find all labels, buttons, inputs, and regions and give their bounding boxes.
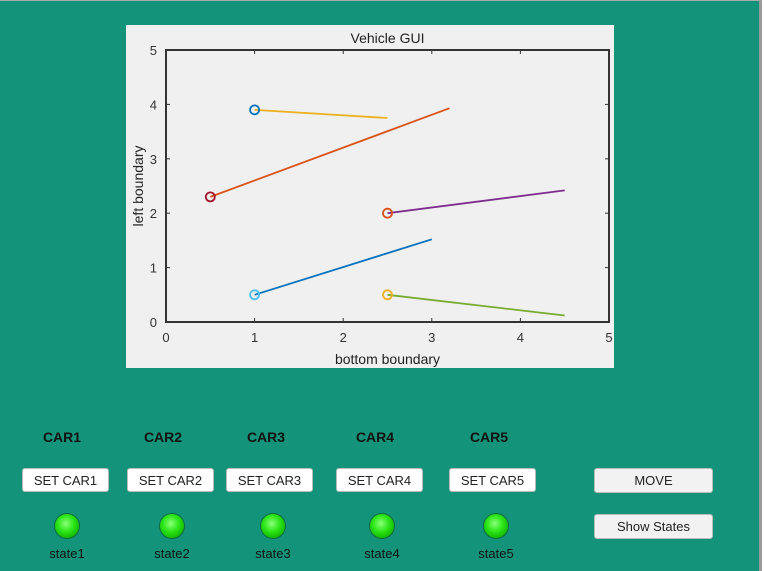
car3-label: CAR3 <box>246 429 286 445</box>
trajectory-line-4 <box>254 238 433 296</box>
car-marker-3 <box>382 207 393 219</box>
car2-label: CAR2 <box>143 429 183 445</box>
show-states-button[interactable]: Show States <box>594 514 713 539</box>
car-marker-1 <box>249 104 261 116</box>
y-tick-label: 2 <box>150 206 157 221</box>
set-car2-button[interactable]: SET CAR2 <box>127 468 214 492</box>
state2-label: state2 <box>154 546 190 561</box>
x-tick-label: 4 <box>517 330 524 345</box>
y-axis-label: left boundary <box>130 146 146 227</box>
trajectory-line-3 <box>387 189 565 215</box>
state5-label: state5 <box>478 546 514 561</box>
car-marker-5 <box>382 289 393 301</box>
move-button[interactable]: MOVE <box>594 468 713 493</box>
x-tick-label: 0 <box>162 330 169 345</box>
state1-label: state1 <box>49 546 85 561</box>
state3-lamp <box>261 514 285 538</box>
plot-panel: 0 1 2 3 4 5 0 1 2 3 4 5 Vehicle GUI bottom boundary le… <box>126 25 614 368</box>
y-tick-label: 3 <box>150 152 157 167</box>
set-car1-button[interactable]: SET CAR1 <box>22 468 109 492</box>
x-tick-label: 1 <box>251 330 258 345</box>
trajectory-line-1 <box>254 108 388 119</box>
y-tick-label: 4 <box>150 97 157 112</box>
axes-box <box>165 49 610 323</box>
set-car4-button[interactable]: SET CAR4 <box>336 468 423 492</box>
x-tick-label: 2 <box>340 330 347 345</box>
state4-lamp <box>370 514 394 538</box>
y-tick-label: 1 <box>150 261 157 276</box>
y-tick-label: 0 <box>150 315 157 330</box>
x-tick-label: 5 <box>605 330 612 345</box>
state2-lamp <box>160 514 184 538</box>
state5-lamp <box>484 514 508 538</box>
car5-label: CAR5 <box>469 429 509 445</box>
car4-label: CAR4 <box>355 429 395 445</box>
y-tick-label: 5 <box>150 43 157 58</box>
x-tick-label: 3 <box>428 330 435 345</box>
car-marker-2 <box>204 191 216 203</box>
set-car3-button[interactable]: SET CAR3 <box>226 468 313 492</box>
car1-label: CAR1 <box>42 429 82 445</box>
state1-lamp <box>55 514 79 538</box>
set-car5-button[interactable]: SET CAR5 <box>449 468 536 492</box>
state4-label: state4 <box>364 546 400 561</box>
car-marker-4 <box>249 289 261 301</box>
chart-title: Vehicle GUI <box>351 30 425 46</box>
vehicle-plot: 0 1 2 3 4 5 0 1 2 3 4 5 Vehicle GUI bottom boundary le… <box>130 30 613 367</box>
x-axis-label: bottom boundary <box>335 351 440 367</box>
state3-label: state3 <box>255 546 291 561</box>
trajectory-line-5 <box>387 293 565 317</box>
trajectory-line-2 <box>209 107 450 198</box>
